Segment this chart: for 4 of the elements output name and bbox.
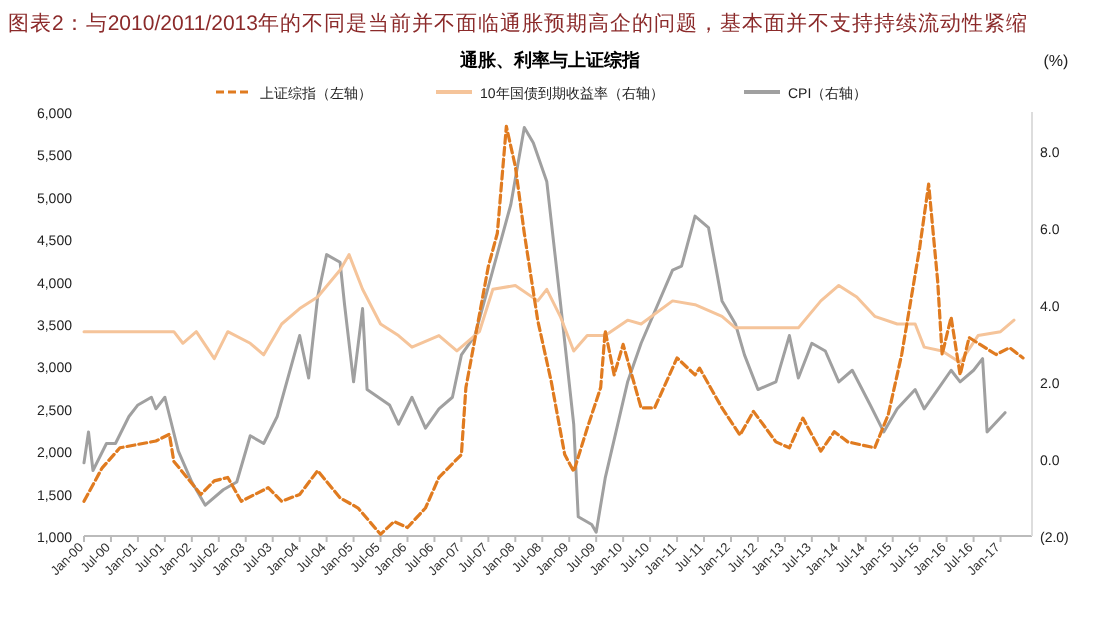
chart-subtitle: 通胀、利率与上证综指 xyxy=(458,50,640,70)
line-series xyxy=(82,253,1016,365)
chart-title: 图表2：与2010/2011/2013年的不同是当前并不面临通胀预期高企的问题，基本面并不支持持续流动性紧缩 xyxy=(8,10,1028,36)
y2-axis-title: (%) xyxy=(1043,52,1070,70)
